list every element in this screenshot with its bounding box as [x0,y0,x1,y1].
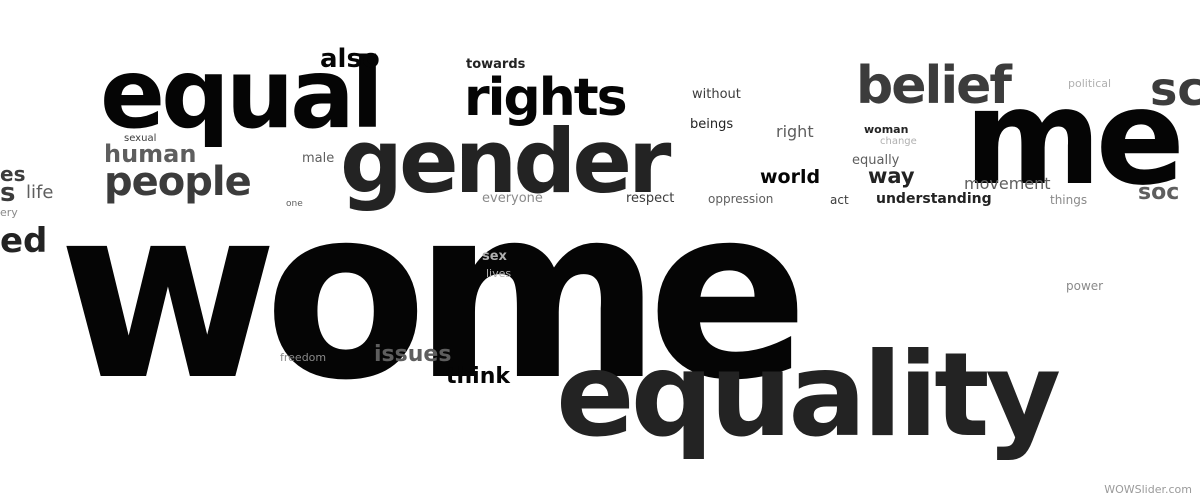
word-life: life [26,182,54,203]
word-also: also [320,44,380,74]
word-act: act [830,193,849,207]
word-women: wome [58,156,809,433]
word-equality: equality [556,328,1061,463]
word-sexual: sexual [124,133,157,144]
word-people: people [104,159,252,205]
word-movement: movement [964,174,1051,193]
word-one: one [286,199,303,209]
word-everyone: everyone [482,191,543,206]
word-way: way [868,164,915,188]
word-change: change [880,136,917,147]
word-respect: respect [626,191,675,206]
word-equally: equally [852,153,900,168]
word-belief: belief [856,56,1012,116]
word-ery: ery [0,206,18,219]
word-sex: sex [482,249,507,264]
word-things: things [1050,193,1088,207]
word-power: power [1066,279,1104,293]
word-issues: issues [374,342,452,367]
word-human: human [104,140,197,168]
word-towards: towards [466,57,526,72]
word-ed: ed [0,221,48,261]
word-woman: woman [864,123,909,136]
word-right: right [776,122,814,141]
word-equal: equal [100,38,384,150]
word-understanding: understanding [876,191,992,207]
word-soc: soc [1138,180,1180,205]
word-world: world [760,166,821,188]
word-gender: gender [340,110,671,213]
word-es: es [0,162,26,186]
watermark-text: WOWSlider.com [1104,483,1192,496]
word-think: think [446,364,511,389]
word-freedom: freedom [280,351,327,364]
word-oppression: oppression [708,192,774,206]
word-male: male [302,151,335,166]
word-so-top: sc [1150,62,1200,116]
word-lives: lives [486,267,512,280]
word-rights: rights [464,68,628,128]
word-s: s [0,178,16,208]
word-men: me [964,61,1185,215]
word-political: political [1068,77,1112,90]
word-without: without [692,87,741,102]
word-beings: beings [690,117,734,132]
